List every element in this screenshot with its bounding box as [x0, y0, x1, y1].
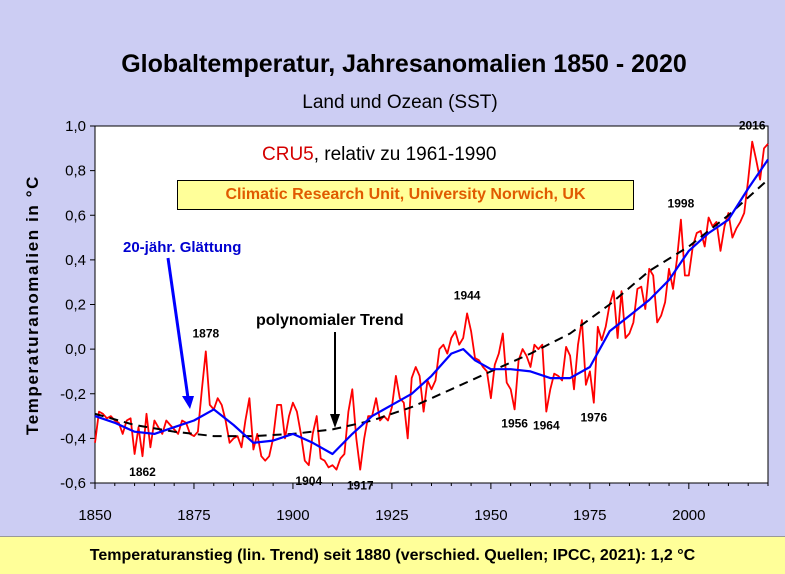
- year-annotation: 1976: [580, 411, 607, 425]
- year-annotation: 1998: [668, 197, 695, 211]
- y-tick-labels: 1,0 0,8 0,6 0,4 0,2 0,0 -0,2 -0,4 -0,6: [60, 118, 86, 492]
- year-annotation: 1917: [347, 479, 374, 493]
- year-annotation: 2016: [739, 119, 766, 133]
- series-layer: [94, 140, 769, 471]
- x-tick-label: 1950: [474, 507, 507, 524]
- y-tick-label: 0,8: [65, 163, 86, 180]
- y-tick-label: -0,6: [60, 475, 86, 492]
- chart-subtitle: Land und Ozean (SST): [302, 92, 497, 113]
- trend-label: polynomialer Trend: [256, 312, 404, 329]
- axis-ticks: [90, 125, 769, 489]
- dataset-label: CRU5, relativ zu 1961-1990: [262, 144, 496, 165]
- smooth-arrow: [166, 257, 190, 399]
- dataset-name: CRU5: [262, 144, 314, 165]
- y-tick-label: 1,0: [65, 118, 86, 135]
- x-tick-label: 1925: [375, 507, 408, 524]
- year-annotation: 1964: [533, 419, 560, 433]
- x-tick-label: 2000: [672, 507, 705, 524]
- y-tick-label: -0,4: [60, 430, 86, 447]
- x-tick-label: 1975: [573, 507, 606, 524]
- smooth-arrowhead: [182, 396, 194, 409]
- annual-series-line: [94, 140, 769, 471]
- dataset-baseline: , relativ zu 1961-1990: [314, 144, 497, 165]
- year-annotation: 1904: [295, 474, 322, 488]
- year-annotation: 1862: [129, 465, 156, 479]
- trend-series-line: [94, 178, 769, 438]
- year-annotation: 1878: [192, 326, 219, 340]
- smooth-series-line: [94, 158, 769, 456]
- y-tick-label: 0,2: [65, 297, 86, 314]
- y-tick-label: 0,4: [65, 252, 86, 269]
- chart: Globaltemperatur, Jahresanomalien 1850 -…: [23, 50, 769, 524]
- year-annotation: 1944: [454, 288, 481, 302]
- trend-arrowhead: [330, 414, 340, 428]
- y-axis-label: Temperaturanomalien in °C: [23, 175, 42, 435]
- x-tick-label: 1850: [78, 507, 111, 524]
- footer-note: Temperaturanstieg (lin. Trend) seit 1880…: [0, 536, 785, 574]
- source-box: Climatic Research Unit, University Norwi…: [177, 180, 634, 210]
- x-tick-label: 1875: [177, 507, 210, 524]
- y-tick-label: 0,0: [65, 341, 86, 358]
- x-tick-label: 1900: [276, 507, 309, 524]
- chart-title: Globaltemperatur, Jahresanomalien 1850 -…: [121, 50, 687, 78]
- smooth-label: 20-jähr. Glättung: [123, 239, 241, 256]
- y-tick-label: 0,6: [65, 207, 86, 224]
- y-tick-label: -0,2: [60, 386, 86, 403]
- x-tick-labels: 1850 1875 1900 1925 1950 1975 2000: [78, 507, 705, 524]
- year-annotation: 1956: [501, 416, 528, 430]
- annotation-layer: 2016 1998 1944 1878 1862 1904 1917 1956 1964 1976: [129, 119, 766, 493]
